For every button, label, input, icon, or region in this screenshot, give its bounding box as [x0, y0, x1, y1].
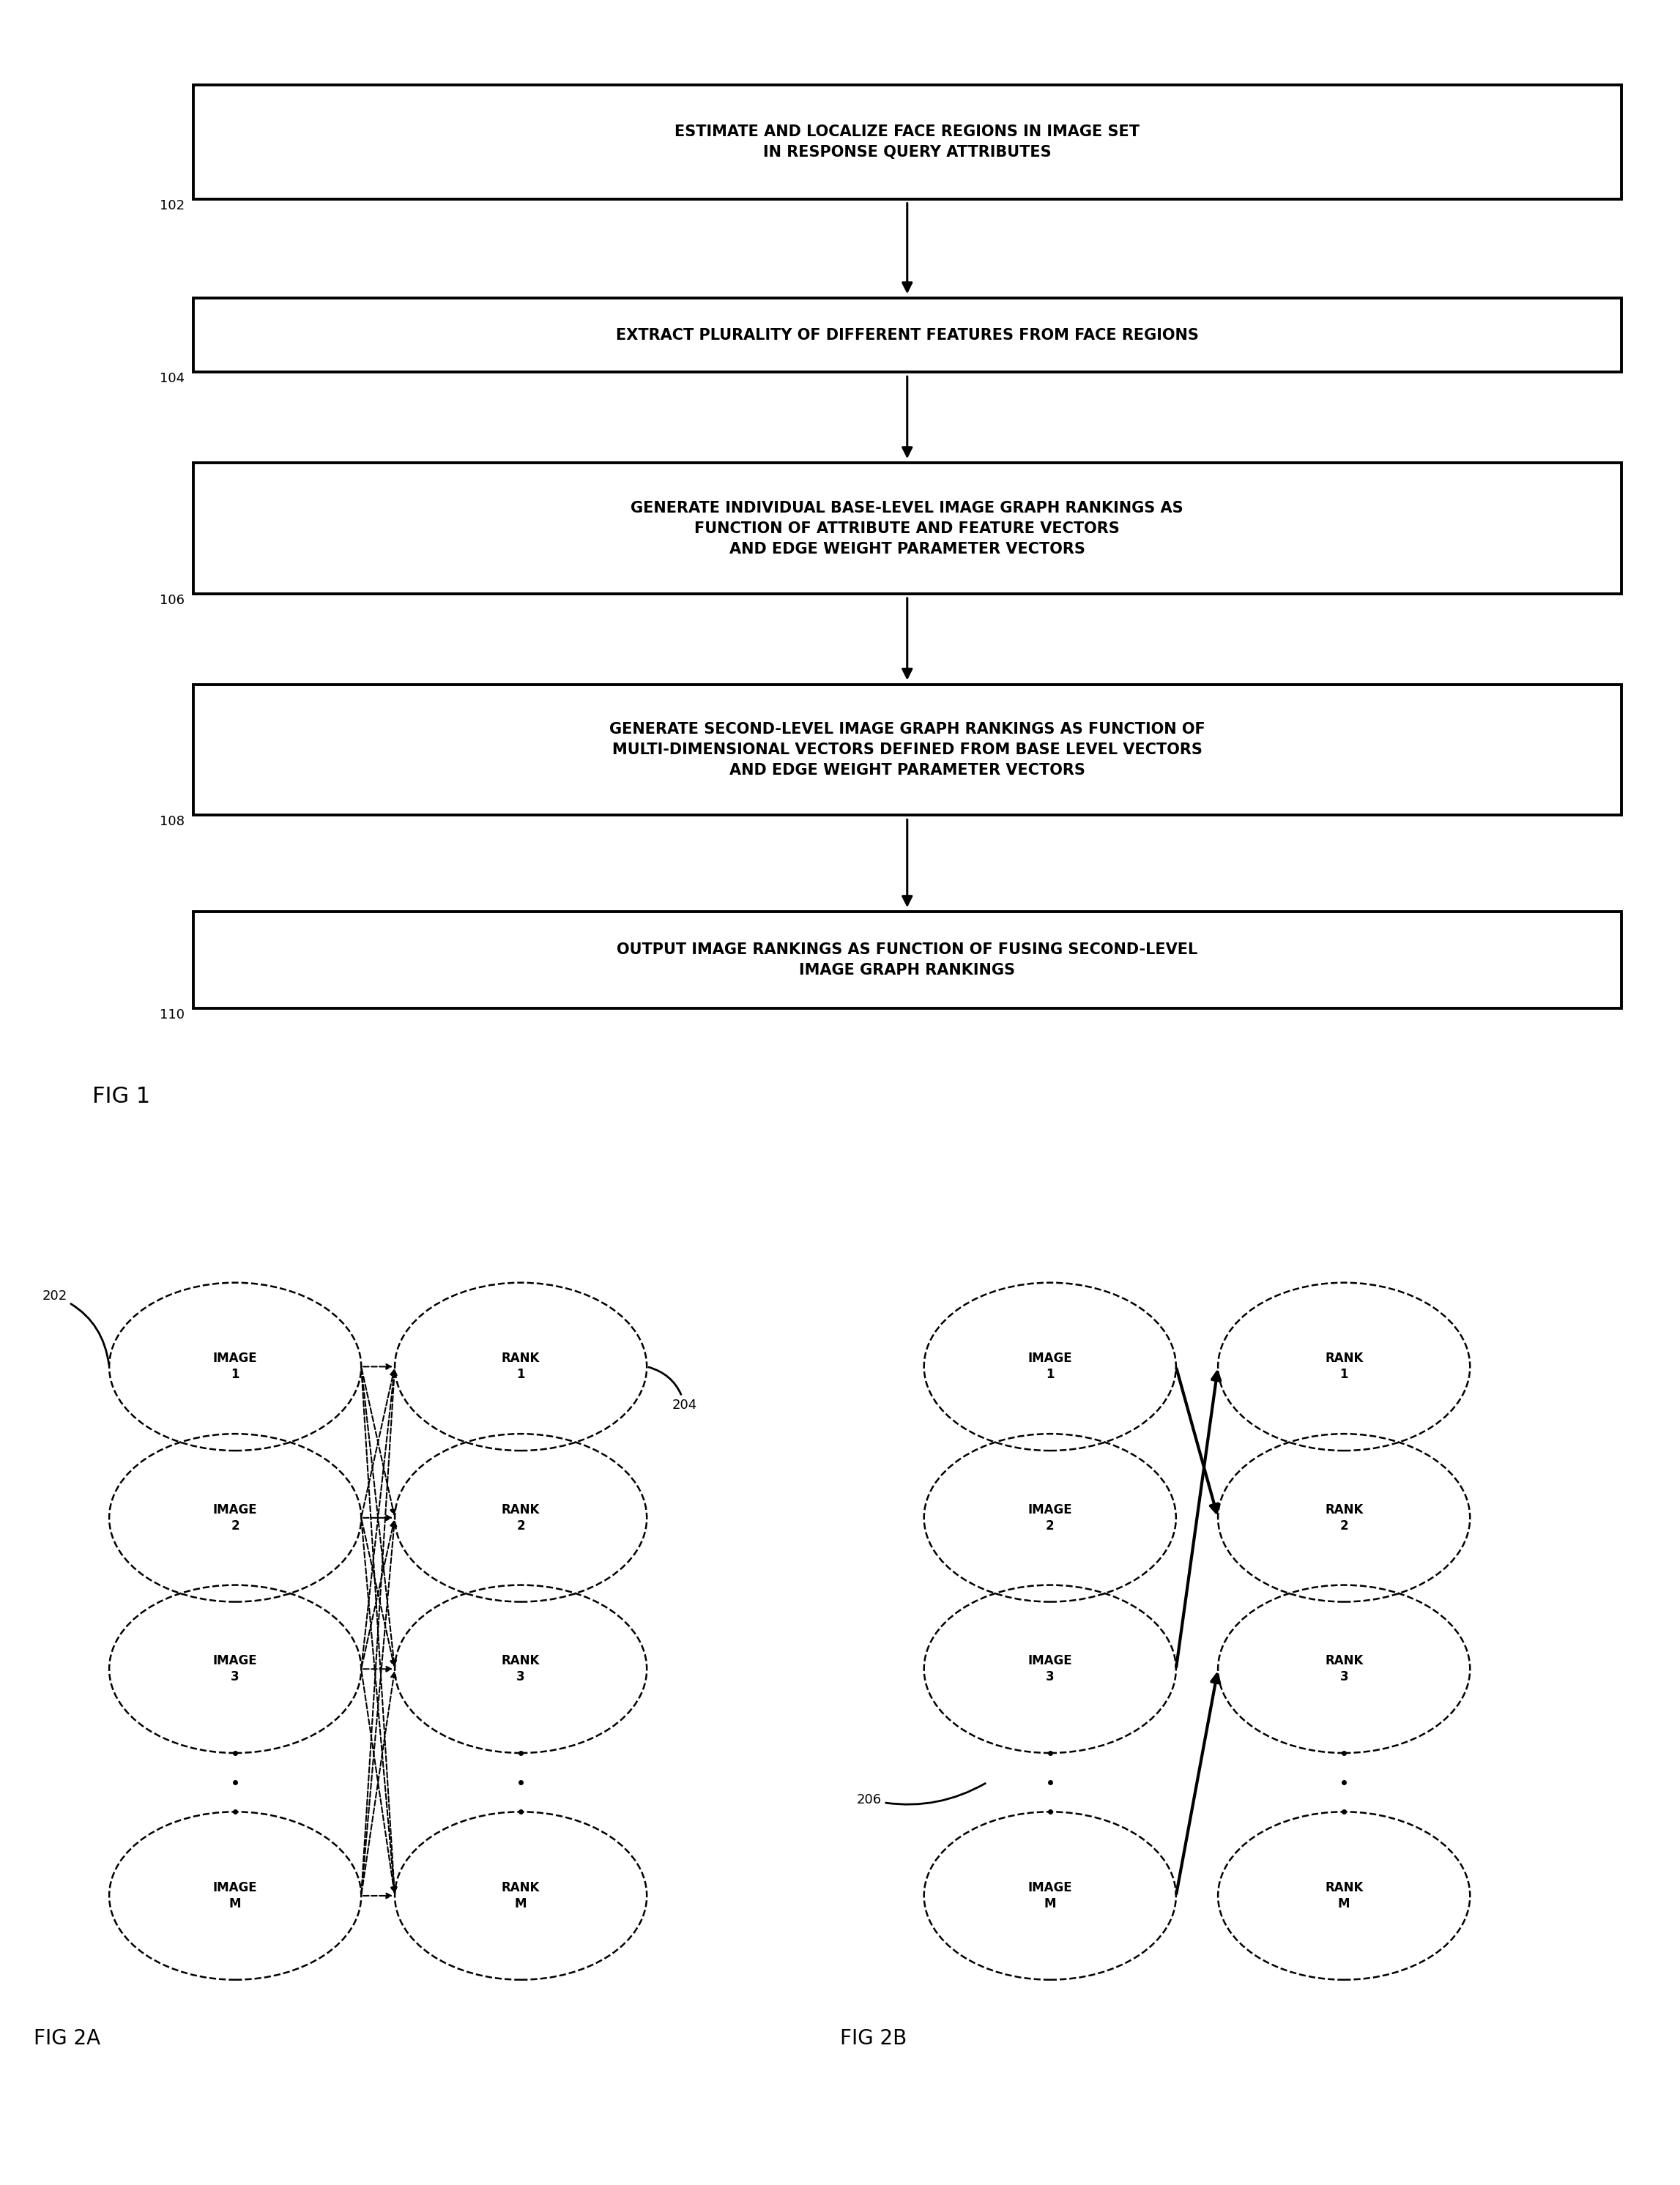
Text: RANK
3: RANK 3 — [502, 1654, 539, 1685]
Text: IMAGE
1: IMAGE 1 — [213, 1353, 257, 1381]
Text: 110: 110 — [160, 1009, 185, 1023]
Text: 206: 206 — [857, 1783, 984, 1807]
Text: RANK
2: RANK 2 — [1326, 1503, 1362, 1532]
Text: OUTPUT IMAGE RANKINGS AS FUNCTION OF FUSING SECOND-LEVEL
IMAGE GRAPH RANKINGS: OUTPUT IMAGE RANKINGS AS FUNCTION OF FUS… — [617, 942, 1198, 977]
Text: IMAGE
2: IMAGE 2 — [1028, 1503, 1072, 1532]
Text: GENERATE SECOND-LEVEL IMAGE GRAPH RANKINGS AS FUNCTION OF
MULTI-DIMENSIONAL VECT: GENERATE SECOND-LEVEL IMAGE GRAPH RANKIN… — [610, 721, 1205, 778]
Text: RANK
1: RANK 1 — [502, 1353, 539, 1381]
FancyBboxPatch shape — [193, 463, 1621, 594]
Text: RANK
M: RANK M — [502, 1881, 539, 1910]
Text: IMAGE
3: IMAGE 3 — [1028, 1654, 1072, 1685]
Text: 106: 106 — [160, 594, 185, 607]
Text: 108: 108 — [160, 815, 185, 828]
Text: EXTRACT PLURALITY OF DIFFERENT FEATURES FROM FACE REGIONS: EXTRACT PLURALITY OF DIFFERENT FEATURES … — [617, 328, 1198, 343]
Text: RANK
M: RANK M — [1326, 1881, 1362, 1910]
Text: RANK
1: RANK 1 — [1326, 1353, 1362, 1381]
Text: IMAGE
1: IMAGE 1 — [1028, 1353, 1072, 1381]
FancyBboxPatch shape — [193, 684, 1621, 815]
Text: IMAGE
M: IMAGE M — [1028, 1881, 1072, 1910]
Text: GENERATE INDIVIDUAL BASE-LEVEL IMAGE GRAPH RANKINGS AS
FUNCTION OF ATTRIBUTE AND: GENERATE INDIVIDUAL BASE-LEVEL IMAGE GRA… — [632, 500, 1183, 557]
FancyBboxPatch shape — [193, 85, 1621, 199]
Text: RANK
2: RANK 2 — [502, 1503, 539, 1532]
FancyBboxPatch shape — [193, 297, 1621, 371]
Text: 204: 204 — [648, 1368, 697, 1412]
FancyBboxPatch shape — [193, 911, 1621, 1009]
Text: 104: 104 — [160, 371, 185, 385]
Text: IMAGE
3: IMAGE 3 — [213, 1654, 257, 1685]
Text: IMAGE
2: IMAGE 2 — [213, 1503, 257, 1532]
Text: IMAGE
M: IMAGE M — [213, 1881, 257, 1910]
Text: FIG 2A: FIG 2A — [34, 2028, 101, 2050]
Text: 202: 202 — [42, 1289, 109, 1366]
Text: FIG 2B: FIG 2B — [840, 2028, 907, 2050]
Text: ESTIMATE AND LOCALIZE FACE REGIONS IN IMAGE SET
IN RESPONSE QUERY ATTRIBUTES: ESTIMATE AND LOCALIZE FACE REGIONS IN IM… — [675, 125, 1139, 160]
Text: RANK
3: RANK 3 — [1326, 1654, 1362, 1685]
Text: 102: 102 — [160, 199, 185, 212]
Text: FIG 1: FIG 1 — [92, 1086, 151, 1108]
